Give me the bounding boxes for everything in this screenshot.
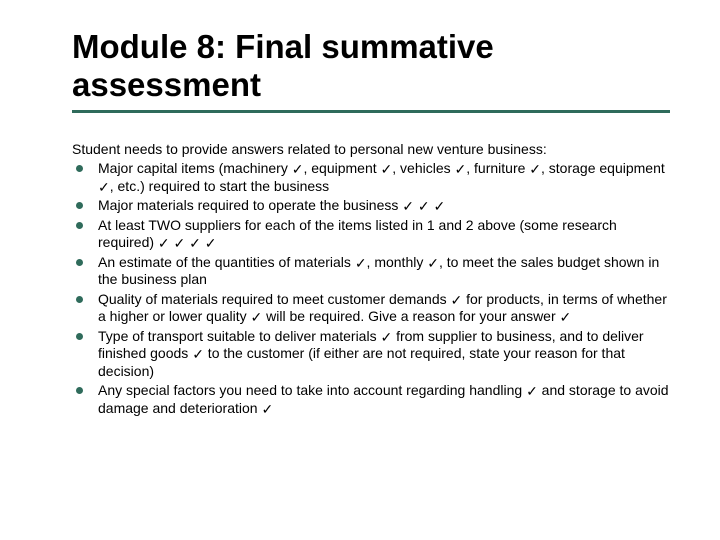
- check-icon: ✓: [261, 401, 273, 419]
- bullet-item: At least TWO suppliers for each of the i…: [72, 217, 670, 252]
- bullet-item: Major capital items (machinery ✓, equipm…: [72, 160, 670, 195]
- check-icon: ✓: [192, 346, 204, 364]
- bullet-item: Major materials required to operate the …: [72, 197, 670, 215]
- check-icon: ✓: [380, 329, 392, 347]
- check-icon: ✓: [205, 235, 217, 253]
- check-icon: ✓: [98, 179, 110, 197]
- check-icon: ✓: [451, 292, 463, 310]
- check-icon: ✓: [174, 235, 186, 253]
- check-icon: ✓: [434, 198, 446, 216]
- check-icon: ✓: [355, 255, 367, 273]
- check-icon: ✓: [418, 198, 430, 216]
- bullet-item: An estimate of the quantities of materia…: [72, 254, 670, 289]
- bullet-item: Any special factors you need to take int…: [72, 382, 670, 417]
- check-icon: ✓: [189, 235, 201, 253]
- bullet-item: Type of transport suitable to deliver ma…: [72, 328, 670, 381]
- check-icon: ✓: [529, 161, 541, 179]
- bullet-item: Quality of materials required to meet cu…: [72, 291, 670, 326]
- check-icon: ✓: [158, 235, 170, 253]
- check-icon: ✓: [427, 255, 439, 273]
- check-icon: ✓: [251, 309, 263, 327]
- check-icon: ✓: [526, 383, 538, 401]
- check-icon: ✓: [560, 309, 572, 327]
- bullet-list: Major capital items (machinery ✓, equipm…: [72, 160, 670, 417]
- check-icon: ✓: [402, 198, 414, 216]
- lead-text: Student needs to provide answers related…: [72, 141, 670, 159]
- slide-title: Module 8: Final summative assessment: [72, 28, 670, 104]
- title-underline: [72, 110, 670, 113]
- check-icon: ✓: [455, 161, 467, 179]
- check-icon: ✓: [292, 161, 304, 179]
- slide: Module 8: Final summative assessment Stu…: [0, 0, 720, 540]
- check-icon: ✓: [381, 161, 393, 179]
